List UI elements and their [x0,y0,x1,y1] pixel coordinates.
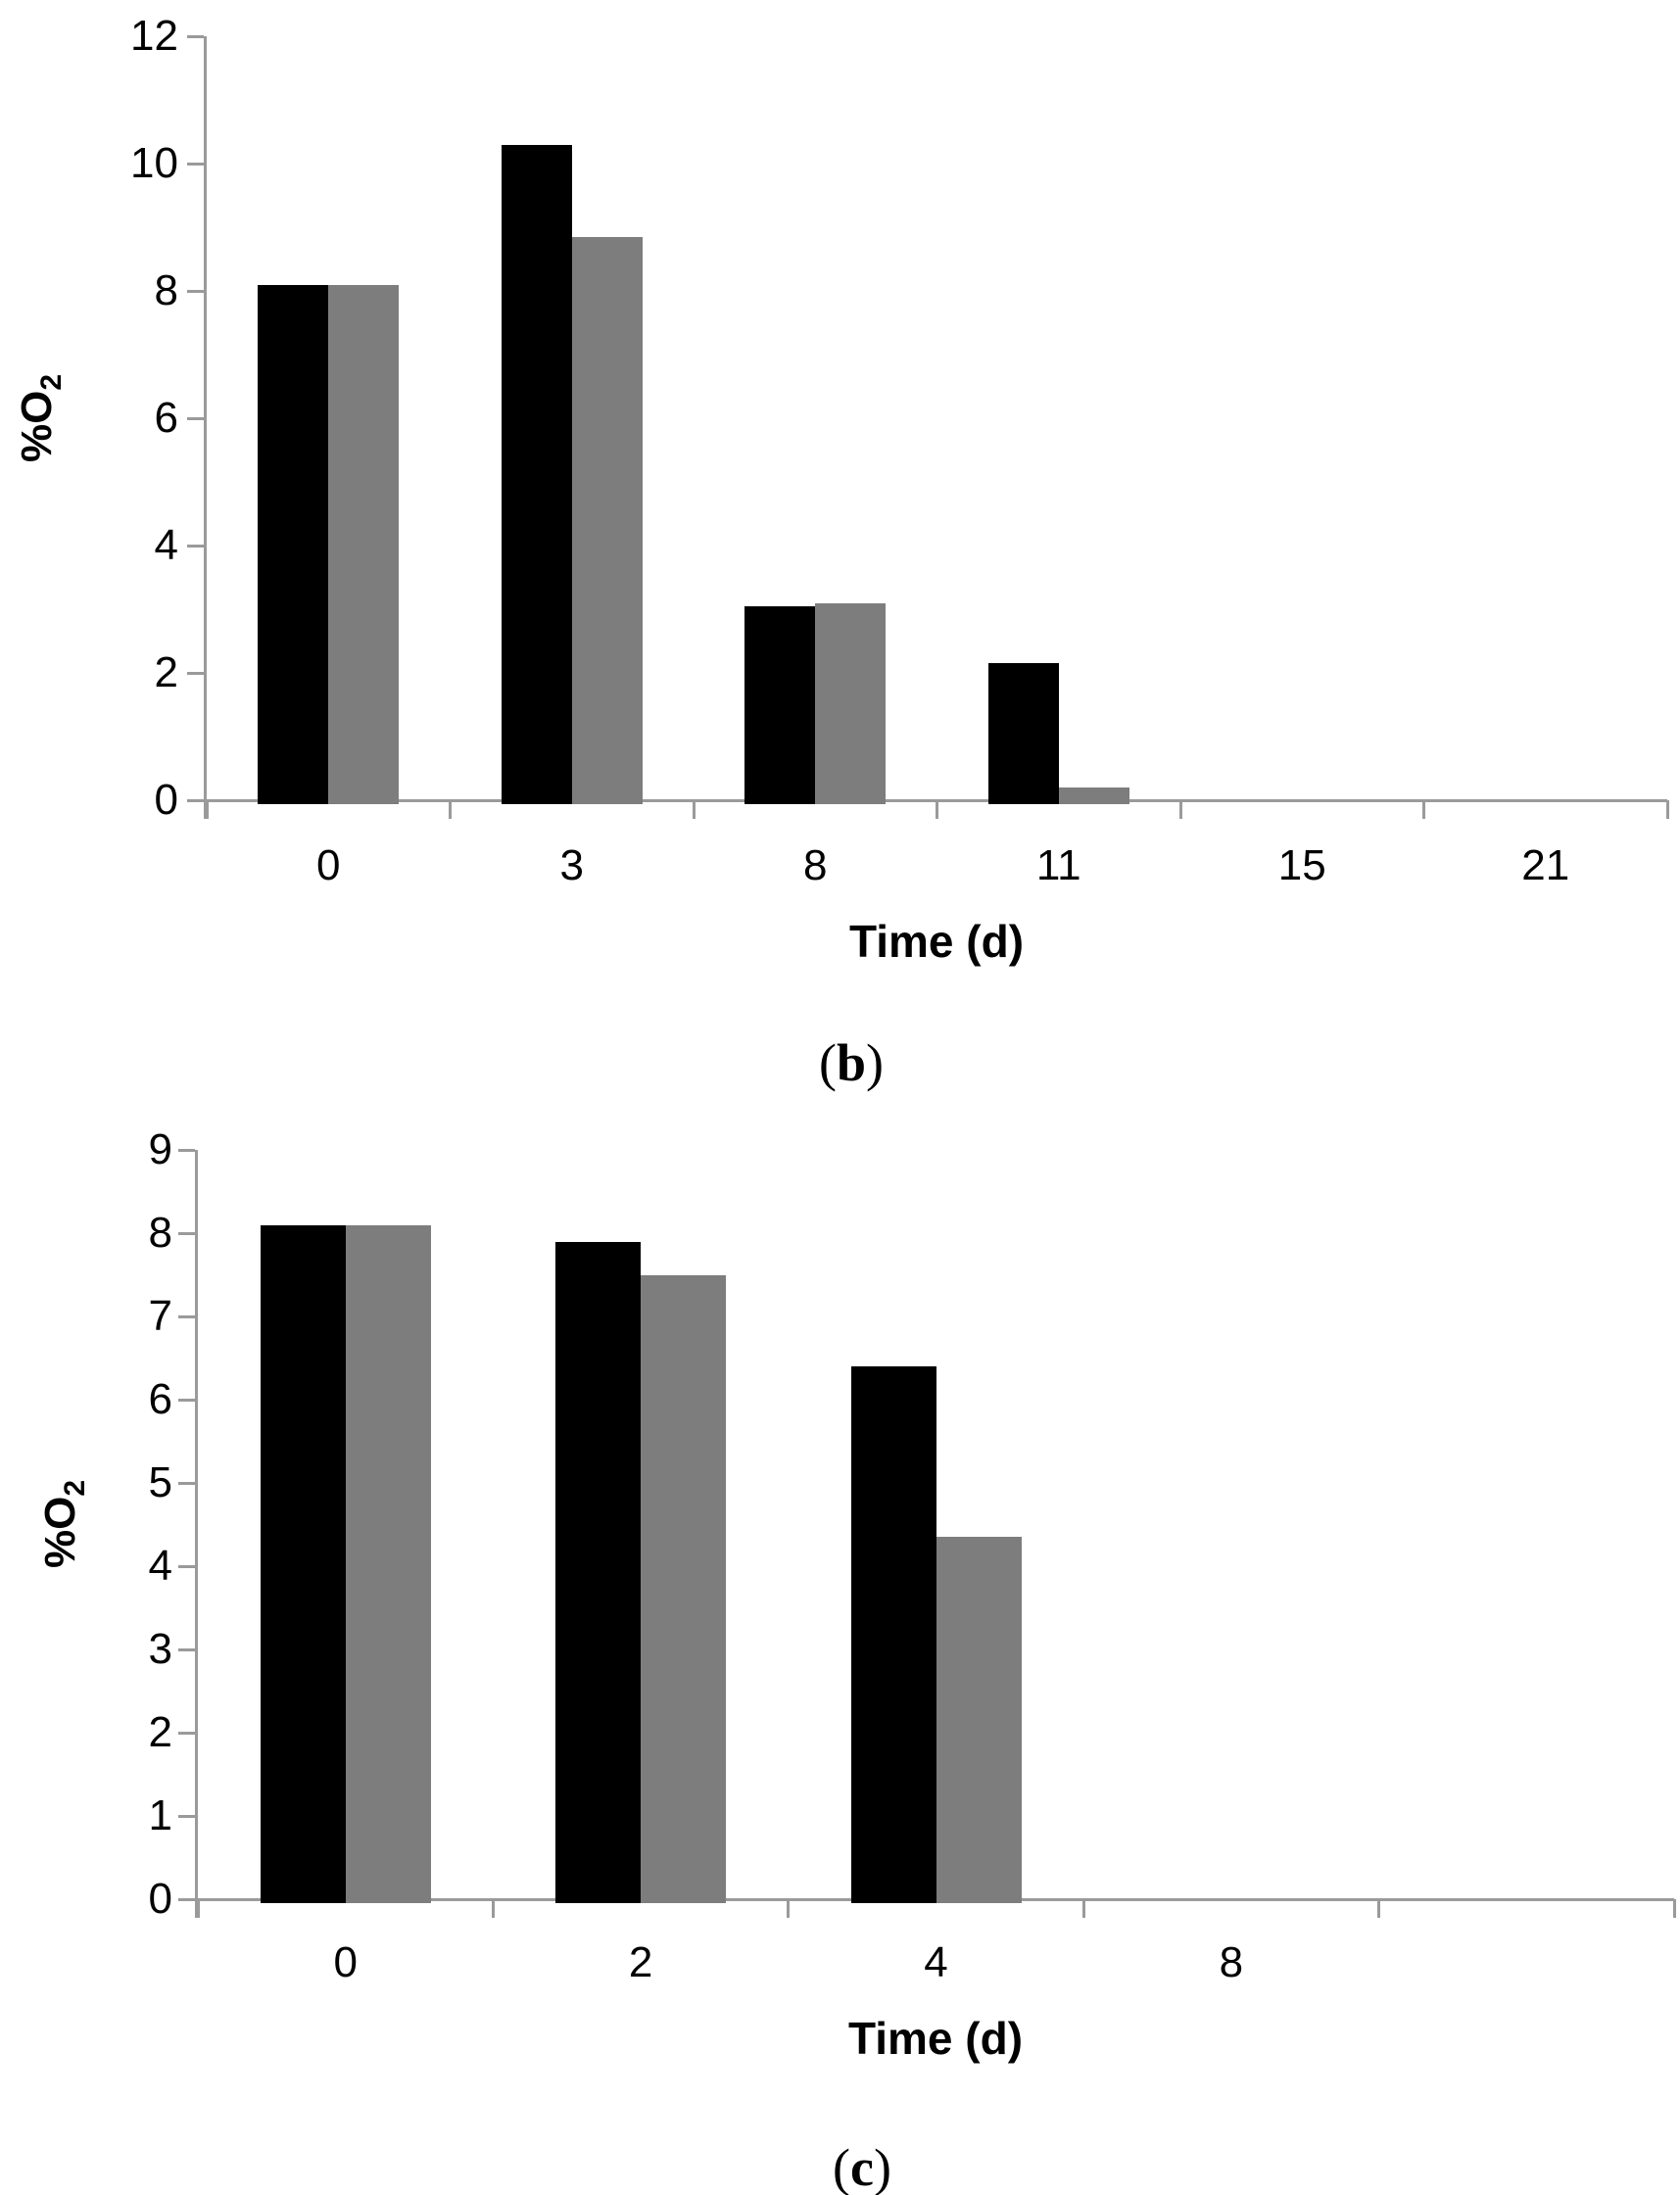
y-axis-title-c: %O2 [34,1407,91,1642]
x-tick-label: 0 [333,1938,358,1986]
y-tick-label: 4 [154,521,178,569]
chart-caption-b: (b) [655,1033,1047,1092]
bar-black [260,1224,346,1903]
y-tick-label: 9 [148,1125,172,1173]
x-tick-label: 4 [924,1938,948,1986]
caption-b-close: ) [866,1033,884,1092]
y-tick [187,545,204,548]
y-tick [178,1898,195,1901]
y-tick [187,163,204,166]
y-tick [178,1149,195,1152]
y-tick-label: 0 [154,776,178,824]
bar-black [987,663,1059,804]
y-tick-label: 7 [148,1292,172,1340]
y-tick [178,1399,195,1402]
x-tick-label: 2 [628,1938,653,1986]
y-tick-label: 2 [148,1708,172,1756]
x-tick-label: 11 [1035,841,1081,889]
x-tick-label: 15 [1277,841,1326,889]
bar-black [555,1241,642,1903]
x-tick [1665,800,1669,819]
y-tick [178,1815,195,1818]
y-tick [178,1315,195,1318]
y-tick [178,1732,195,1735]
y-tick [178,1648,195,1651]
bar-gray [936,1537,1022,1903]
y-tick-label: 8 [154,266,178,314]
x-tick-label: 21 [1521,841,1570,889]
x-tick [1377,1899,1381,1918]
y-tick [178,1565,195,1568]
chart-caption-c: (c) [666,2138,1058,2195]
x-tick-label: 8 [803,841,828,889]
y-axis-line [204,36,207,819]
y-axis-line [195,1150,198,1918]
caption-c-open: ( [833,2138,851,2195]
x-tick [936,800,938,819]
y-axis-title-b-sub: 2 [34,373,68,391]
y-tick [187,672,204,675]
bar-gray [641,1274,727,1903]
y-tick-label: 6 [154,394,178,442]
x-tick [787,1899,791,1918]
caption-c-close: ) [873,2138,891,2195]
y-tick-label: 8 [148,1209,172,1257]
x-tick [491,1899,495,1918]
y-tick-label: 1 [148,1791,172,1839]
y-tick [187,799,204,802]
y-tick [187,290,204,293]
bar-gray [1058,787,1129,804]
bar-gray [328,284,400,804]
x-tick-label: 8 [1219,1938,1244,1986]
y-tick [187,35,204,38]
y-tick-label: 5 [148,1458,172,1506]
bar-black [850,1366,936,1903]
bar-black [501,144,572,804]
y-tick-label: 6 [148,1375,172,1423]
x-axis-title-c: Time (d) [847,2013,1024,2064]
bar-black [744,605,816,804]
x-tick-label: 3 [559,841,584,889]
caption-c-letter: c [850,2138,874,2195]
x-tick [1422,800,1425,819]
y-tick [187,417,204,420]
x-tick [692,800,696,819]
y-tick [178,1232,195,1235]
y-tick-label: 2 [154,648,178,696]
bar-gray [571,236,643,804]
y-tick [178,1482,195,1485]
bar-black [258,284,329,804]
y-tick-label: 3 [148,1625,172,1673]
x-tick [196,1899,200,1918]
x-tick [1178,800,1182,819]
caption-b-letter: b [836,1033,867,1092]
bar-gray [345,1224,431,1903]
x-tick [205,800,209,819]
bar-gray [815,602,887,804]
caption-b-open: ( [818,1033,837,1092]
y-tick-label: 0 [148,1875,172,1923]
x-tick-label: 0 [316,841,341,889]
y-tick-label: 4 [148,1542,172,1590]
x-tick [1081,1899,1085,1918]
y-tick-label: 10 [130,139,178,187]
x-tick [449,800,452,819]
x-tick [1672,1899,1676,1918]
y-tick-label: 12 [130,12,178,60]
x-axis-title-b: Time (d) [848,916,1025,967]
